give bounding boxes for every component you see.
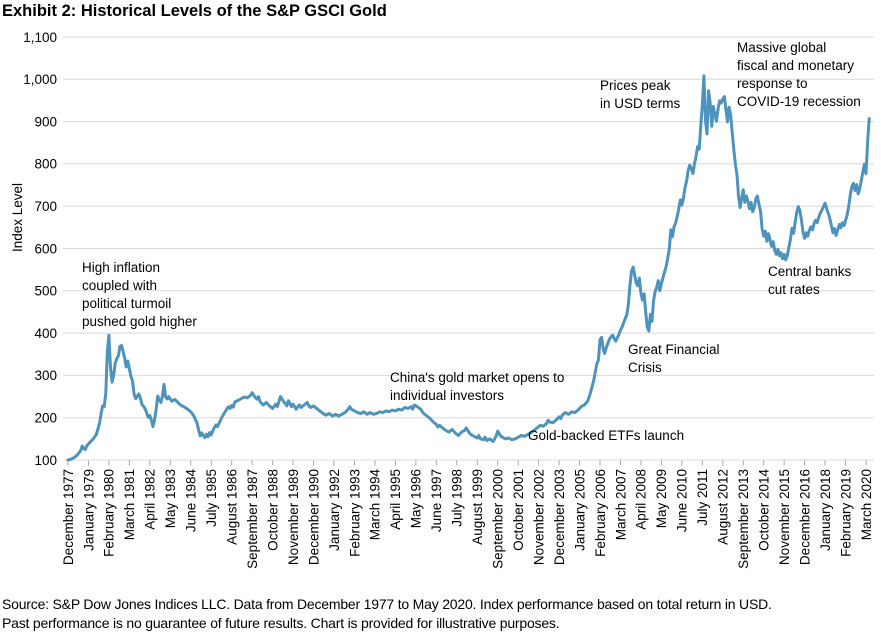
x-tick-label: July 1985	[204, 469, 219, 527]
annotation-prices-peak: Prices peak in USD terms	[600, 78, 681, 111]
x-tick-label: September 2013	[736, 469, 751, 569]
y-tick-label: 900	[34, 114, 57, 129]
y-tick-label: 1,000	[23, 72, 57, 87]
x-tick-label: December 2003	[552, 469, 567, 565]
x-tick-label: May 1996	[409, 469, 424, 528]
source-note: Source: S&P Dow Jones Indices LLC. Data …	[2, 595, 880, 633]
x-tick-label: January 1979	[81, 469, 96, 551]
x-tick-label: February 1993	[347, 469, 362, 557]
x-tick-label: October 2001	[511, 469, 526, 551]
x-tick-label: March 1994	[368, 469, 383, 541]
x-tick-label: March 2007	[613, 469, 628, 540]
x-tick-label: December 1990	[306, 469, 321, 565]
x-tick-label: July 1998	[450, 469, 465, 527]
y-tick-label: 600	[34, 241, 57, 256]
annotation-covid-response: Massive global fiscal and monetary respo…	[737, 40, 861, 109]
x-tick-label: January 1992	[327, 469, 342, 551]
source-note-line-2: Past performance is no guarantee of futu…	[2, 615, 560, 631]
x-tick-label: September 1987	[245, 469, 260, 569]
y-tick-label: 1,100	[23, 30, 57, 45]
x-tick-label: December 2016	[797, 469, 812, 565]
x-tick-label: May 2009	[654, 469, 669, 528]
y-tick-label: 700	[34, 199, 57, 214]
x-tick-label: February 2006	[593, 469, 608, 557]
x-tick-label: June 1997	[429, 469, 444, 532]
y-tick-label: 500	[34, 284, 57, 299]
x-tick-label: January 2005	[572, 469, 587, 551]
chart-title: Exhibit 2: Historical Levels of the S&P …	[2, 2, 387, 20]
annotation-high-inflation: High inflation coupled with political tu…	[82, 260, 197, 329]
annotation-china-gold-market: China's gold market opens to individual …	[390, 370, 565, 403]
x-tick-label: October 2014	[757, 469, 772, 551]
y-tick-label: 200	[34, 411, 57, 426]
price-line	[66, 74, 871, 462]
x-tick-label: March 1981	[122, 469, 137, 540]
x-tick-label: January 2018	[818, 469, 833, 551]
x-tick-label: October 1988	[265, 469, 280, 551]
x-tick-label: June 2010	[675, 469, 690, 532]
annotation-central-banks: Central banks cut rates	[768, 264, 852, 297]
x-tick-label: November 1989	[286, 469, 301, 565]
x-tick-label: August 1999	[470, 469, 485, 545]
x-tick-label: November 2002	[531, 469, 546, 565]
x-tick-label: August 2012	[716, 469, 731, 545]
x-tick-label: June 1984	[184, 469, 199, 533]
x-tick-label: March 2020	[859, 469, 874, 540]
x-tick-label: December 1977	[61, 469, 76, 565]
x-tick-label: April 2008	[634, 469, 649, 530]
source-note-line-1: Source: S&P Dow Jones Indices LLC. Data …	[2, 596, 772, 612]
x-tick-label: August 1986	[224, 469, 239, 545]
y-tick-label: 100	[34, 453, 57, 468]
x-tick-label: February 1980	[102, 469, 117, 557]
x-tick-label: September 2000	[491, 469, 506, 569]
annotation-great-financial-crisis: Great Financial Crisis	[628, 342, 720, 375]
x-tick-label: May 1983	[163, 469, 178, 528]
annotation-gold-etfs-launch: Gold-backed ETFs launch	[528, 428, 685, 443]
y-tick-label: 300	[34, 368, 57, 383]
x-tick-label: February 2019	[838, 469, 853, 557]
y-tick-label: 400	[34, 326, 57, 341]
x-tick-label: April 1995	[388, 469, 403, 530]
y-tick-label: 800	[34, 157, 57, 172]
x-tick-label: April 1982	[143, 469, 158, 530]
x-tick-label: November 2015	[777, 469, 792, 565]
x-tick-label: July 2011	[695, 469, 710, 526]
